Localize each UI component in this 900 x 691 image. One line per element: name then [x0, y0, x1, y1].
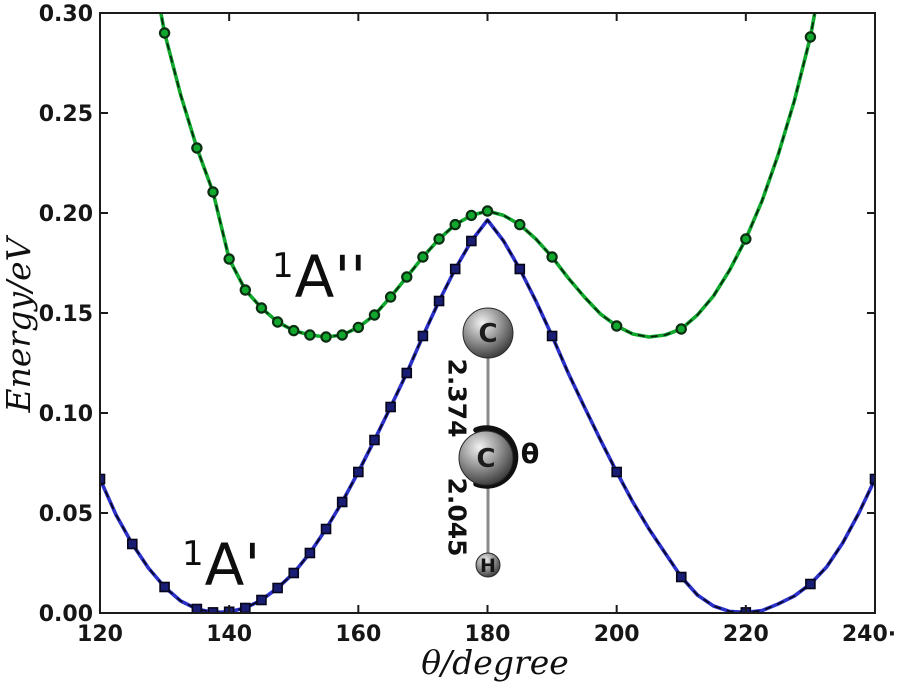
- marker-1A': [385, 401, 396, 413]
- marker-1A': [240, 602, 251, 613]
- molecule-inset: C C H 2.374 2.045 θ: [443, 307, 540, 578]
- marker-1A'': [352, 321, 365, 334]
- marker-1A': [466, 235, 477, 247]
- marker-1A': [320, 523, 332, 535]
- marker-1A': [126, 538, 138, 550]
- state-symbol: A': [204, 531, 261, 599]
- x-tick-label: 140: [206, 622, 252, 647]
- x-tick-label: 200: [594, 622, 640, 647]
- marker-1A'': [336, 329, 348, 341]
- marker-1A'': [449, 218, 461, 231]
- marker-1A'': [514, 218, 526, 231]
- marker-1A'': [433, 233, 445, 245]
- curve-label-1A-prime: 1A': [182, 536, 260, 594]
- marker-1A'': [465, 209, 478, 222]
- marker-1A'': [207, 186, 219, 198]
- marker-1A'': [320, 331, 332, 343]
- marker-1A': [369, 434, 380, 446]
- y-tick-label: 0.20: [39, 202, 93, 227]
- marker-1A': [272, 582, 283, 594]
- curve-label-1A-doubleprime: 1A'': [272, 248, 366, 306]
- y-tick-label: 0.15: [39, 302, 93, 327]
- y-tick-label: 0.05: [39, 502, 93, 527]
- marker-1A'': [675, 323, 687, 335]
- marker-1A'': [401, 271, 413, 283]
- marker-1A': [191, 603, 203, 613]
- marker-1A': [336, 496, 348, 508]
- marker-1A'': [368, 309, 381, 321]
- marker-1A': [100, 473, 106, 485]
- series-dash-1A'': [159, 13, 816, 338]
- angle-theta-label: θ: [521, 439, 540, 470]
- x-tick-label: 180: [465, 622, 511, 647]
- marker-1A': [675, 571, 687, 583]
- bond-length-top: 2.374: [443, 358, 472, 437]
- x-tick-label: 220: [723, 622, 769, 647]
- x-axis-label: θ/degree: [421, 643, 569, 682]
- marker-1A': [353, 466, 364, 478]
- x-tick-label: 160: [335, 622, 381, 647]
- atom-sphere-middle-c: [458, 430, 514, 486]
- state-symbol: A'': [294, 243, 367, 311]
- marker-1A'': [191, 142, 203, 154]
- y-axis-label: Energy/eV: [0, 234, 38, 413]
- marker-1A': [401, 367, 413, 379]
- state-multiplicity: 1: [182, 534, 204, 574]
- marker-1A'': [271, 316, 284, 328]
- marker-1A': [449, 263, 461, 275]
- marker-1A'': [255, 302, 268, 314]
- marker-1A'': [239, 284, 252, 296]
- marker-1A'': [804, 31, 817, 43]
- y-tick-label: 0.25: [39, 102, 93, 127]
- y-tick-label: 0.10: [39, 402, 93, 427]
- atom-sphere-bottom-h: [475, 552, 501, 578]
- marker-1A': [546, 330, 558, 342]
- marker-1A'': [384, 291, 397, 303]
- marker-1A'': [610, 320, 623, 332]
- marker-1A'': [417, 251, 429, 263]
- marker-1A': [159, 581, 170, 593]
- marker-1A'': [546, 251, 558, 263]
- marker-1A'': [481, 205, 494, 217]
- marker-1A'': [304, 329, 316, 341]
- marker-1A'': [288, 324, 300, 337]
- marker-1A'': [158, 27, 171, 39]
- bond-length-bottom: 2.045: [443, 477, 472, 556]
- state-multiplicity: 1: [272, 246, 294, 286]
- y-tick-label: 0.30: [39, 2, 93, 27]
- y-tick-label: 0.00: [39, 602, 93, 627]
- marker-1A': [433, 295, 445, 307]
- marker-1A': [288, 567, 300, 579]
- axes-group: 120 140 160 180 200 220 240· 0.00 0.05 0.10 0.15 0.…: [39, 2, 896, 647]
- marker-1A': [805, 578, 816, 590]
- marker-1A'': [740, 233, 752, 245]
- x-tick-label: 240·: [842, 622, 896, 647]
- atom-sphere-top-c: [462, 307, 514, 359]
- marker-1A': [256, 594, 267, 606]
- atom-label-bottom: H: [480, 555, 496, 577]
- atom-label-middle: C: [476, 444, 495, 474]
- x-tick-label: 120: [77, 622, 123, 647]
- atom-label-top: C: [478, 319, 497, 349]
- marker-1A': [869, 473, 875, 485]
- marker-1A': [611, 466, 622, 478]
- marker-1A'': [223, 253, 235, 265]
- angle-arc: [473, 425, 519, 489]
- marker-1A': [417, 330, 429, 342]
- series-line-1A'': [159, 13, 817, 339]
- marker-1A': [514, 263, 526, 275]
- marker-1A': [304, 547, 316, 559]
